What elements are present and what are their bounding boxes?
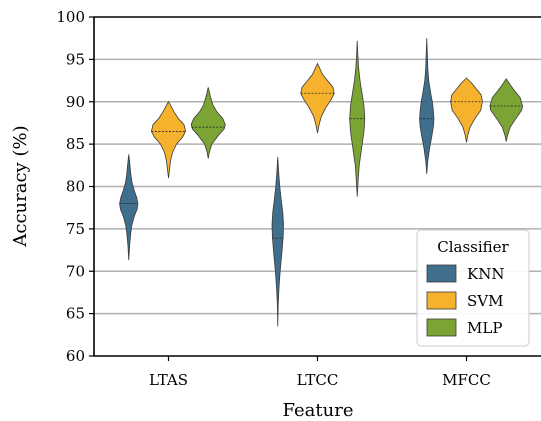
violin-knn-ltcc — [271, 156, 284, 327]
violin-svm-ltcc — [300, 62, 335, 134]
violin-svm-ltas — [150, 100, 187, 179]
legend-title: Classifier — [437, 238, 509, 256]
y-axis-label: Accuracy (%) — [10, 125, 31, 247]
y-tick-label: 60 — [66, 347, 85, 365]
legend-swatch-svm — [426, 291, 457, 310]
y-tick-label: 70 — [66, 262, 85, 280]
y-tick-label: 65 — [66, 305, 85, 323]
violin-knn-mfcc — [419, 38, 435, 174]
x-tick-label: MFCC — [442, 371, 491, 389]
legend-label-mlp: MLP — [467, 319, 502, 337]
y-tick-label: 85 — [66, 135, 85, 153]
violin-mlp-ltas — [190, 87, 226, 159]
y-axis-ticks: 60 65 70 75 80 85 90 95 100 — [56, 8, 94, 365]
y-tick-label: 95 — [66, 50, 85, 68]
y-tick-label: 90 — [66, 93, 85, 111]
y-tick-label: 100 — [56, 8, 85, 26]
x-tick-label: LTAS — [149, 371, 188, 389]
violin-plot-area — [119, 38, 523, 327]
x-tick-label: LTCC — [297, 371, 339, 389]
legend-swatch-knn — [426, 264, 457, 283]
x-axis-label: Feature — [283, 400, 354, 421]
x-axis-ticks: LTAS LTCC MFCC — [149, 356, 491, 389]
violin-knn-ltas — [119, 154, 139, 261]
violin-svm-mfcc — [450, 77, 483, 143]
y-tick-label: 80 — [66, 178, 85, 196]
y-tick-label: 75 — [66, 220, 85, 238]
legend: Classifier KNN SVM MLP — [416, 229, 530, 347]
legend-label-svm: SVM — [467, 292, 503, 310]
violin-mlp-mfcc — [489, 78, 523, 142]
legend-label-knn: KNN — [467, 265, 504, 283]
legend-entries: KNN SVM MLP — [426, 264, 504, 337]
legend-frame — [416, 229, 530, 347]
legend-swatch-mlp — [426, 318, 457, 337]
